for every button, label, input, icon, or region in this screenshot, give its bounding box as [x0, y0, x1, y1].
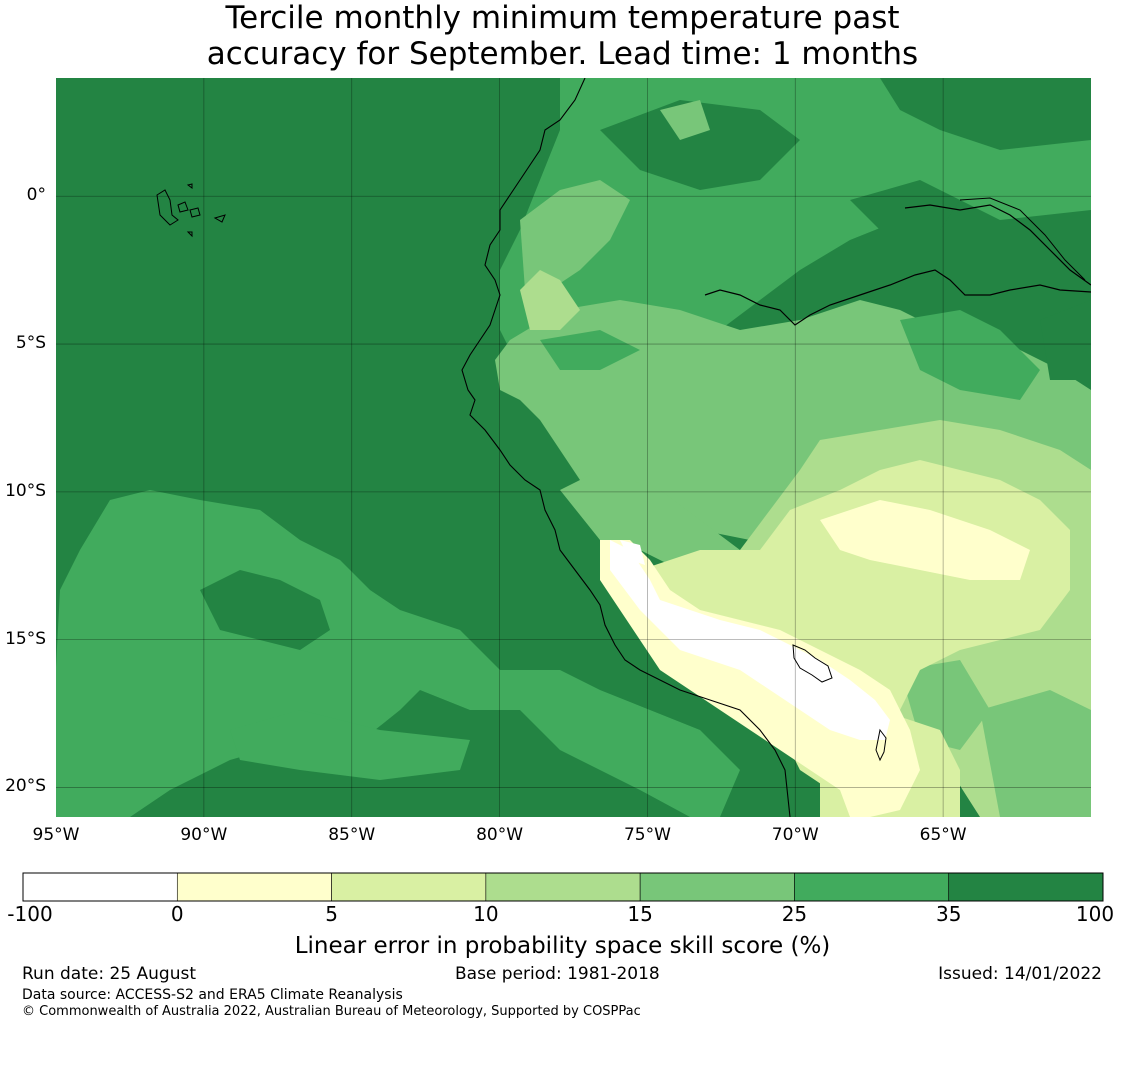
latitude-tick-label: 0°: [26, 185, 46, 206]
gridlines: [56, 78, 1091, 817]
data-source: Data source: ACCESS-S2 and ERA5 Climate …: [22, 987, 403, 1003]
latitude-tick-label: 15°S: [5, 628, 46, 649]
land-skill-area: [640, 550, 820, 610]
longitude-tick-label: 65°W: [919, 825, 967, 845]
colorbar-tick-label: 0: [170, 902, 184, 926]
colorbar-segment: [639, 872, 795, 902]
lake-poopo: [875, 728, 887, 762]
land-skill-area: [610, 540, 890, 740]
latitude-tick-label: 10°S: [5, 480, 46, 501]
colorbar-tick-label: -100: [7, 902, 53, 926]
colorbar-tick-label: 5: [325, 902, 338, 926]
colorbar-tick-label: 10: [473, 902, 499, 926]
colorbar-segment: [331, 872, 487, 902]
colorbar-tick-label: 100: [1075, 902, 1115, 926]
land-skill-area: [540, 330, 640, 370]
land-skill-area: [900, 310, 1040, 400]
colorbar-outline: [22, 872, 1104, 902]
longitude-tick-label: 90°W: [180, 825, 228, 845]
latitude-tick-label: 20°S: [5, 776, 46, 797]
title-line-2: accuracy for September. Lead time: 1 mon…: [206, 36, 919, 72]
colorbar-segment: [948, 872, 1104, 902]
longitude-tick-label: 75°W: [623, 825, 671, 845]
skill-score-map: [56, 78, 1091, 817]
land-skill-area: [880, 78, 1091, 150]
run-date: Run date: 25 August: [22, 964, 196, 984]
land-skill-area: [980, 690, 1091, 817]
land-skill-area: [1040, 300, 1091, 380]
longitude-tick-label: 70°W: [771, 825, 819, 845]
longitude-tick-label: 95°W: [32, 825, 80, 845]
galapagos-islands: [156, 183, 226, 238]
ocean-skill-patch: [230, 710, 470, 780]
colorbar-segment: [176, 872, 332, 902]
lake-titicaca: [792, 644, 833, 683]
land-skill-area: [660, 100, 710, 140]
title-line-1: Tercile monthly minimum temperature past: [225, 0, 900, 36]
colorbar-tick-label: 35: [935, 902, 962, 926]
colorbar-segment: [794, 872, 950, 902]
colorbar-segment: [485, 872, 641, 902]
land-skill-area: [620, 540, 645, 565]
latitude-tick-label: 5°S: [15, 333, 46, 354]
copyright: © Commonwealth of Australia 2022, Austra…: [22, 1004, 641, 1019]
ocean-skill-patch: [56, 490, 740, 817]
colorbar-segment: [22, 872, 178, 902]
land-skill-area: [520, 180, 630, 290]
land-skill-area: [600, 100, 800, 190]
base-period: Base period: 1981-2018: [455, 964, 660, 984]
ocean-skill-patch: [200, 570, 330, 650]
river: [704, 269, 1091, 326]
land-skill-area: [820, 500, 1030, 580]
land-skill-area: [520, 270, 580, 330]
colorbar: [22, 872, 1104, 902]
land-skill-area: [850, 180, 960, 230]
colorbar-tick-label: 15: [627, 902, 653, 926]
river: [904, 204, 1091, 286]
chart-title: Tercile monthly minimum temperature past…: [0, 0, 1125, 72]
longitude-tick-label: 85°W: [328, 825, 376, 845]
issued-date: Issued: 14/01/2022: [938, 964, 1102, 984]
colorbar-tick-label: 25: [781, 902, 808, 926]
river: [959, 197, 1086, 281]
coastline: [461, 78, 791, 817]
longitude-tick-label: 80°W: [476, 825, 524, 845]
colorbar-label: Linear error in probability space skill …: [294, 933, 831, 959]
